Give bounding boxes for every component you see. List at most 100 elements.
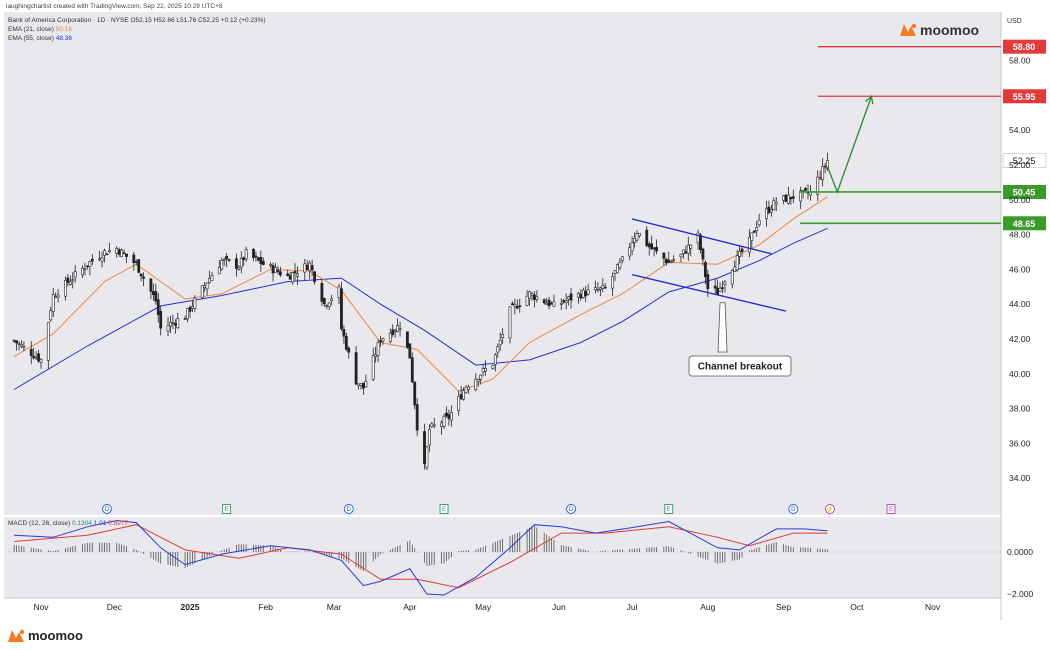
candle <box>37 349 40 364</box>
earnings-marker[interactable]: E <box>222 504 232 514</box>
candle-body <box>596 289 600 291</box>
candle <box>327 302 331 311</box>
candle-body <box>81 267 84 276</box>
candle-body <box>445 412 448 417</box>
marker-letter: D <box>347 507 352 513</box>
candle <box>225 252 229 268</box>
moomoo-watermark: moomoo <box>900 22 979 38</box>
candle <box>569 288 573 309</box>
candle-body <box>98 258 102 261</box>
candle <box>313 270 316 285</box>
candle <box>376 339 380 363</box>
candle-body <box>388 332 392 342</box>
candle <box>217 260 221 275</box>
candle-body <box>525 295 529 306</box>
marker-letter: E <box>442 507 446 513</box>
channel-upper-line <box>631 218 772 255</box>
candle <box>552 294 556 307</box>
price-tick-label: 44.00 <box>1009 299 1031 309</box>
ema21-legend-label: EMA (21, close) <box>8 26 54 33</box>
candle <box>88 260 92 276</box>
candle <box>493 353 497 372</box>
candle-body <box>32 355 36 359</box>
candle-body <box>73 271 77 278</box>
candle-body <box>576 293 580 298</box>
candle <box>611 272 614 297</box>
candle-body <box>100 257 104 262</box>
candle <box>542 298 546 305</box>
dividend-marker[interactable]: D <box>788 504 799 514</box>
candle <box>701 247 705 266</box>
candle-body <box>117 249 121 255</box>
candle-body <box>594 287 597 291</box>
dividend-icon <box>566 504 576 514</box>
candle <box>51 288 55 318</box>
channel-lines <box>631 218 787 312</box>
candle <box>740 246 744 257</box>
split-marker[interactable]: ⚡ <box>825 504 835 514</box>
earnings-marker[interactable]: E <box>439 504 449 514</box>
candle-body <box>765 208 768 219</box>
macd-line <box>14 519 828 596</box>
dividend-marker[interactable]: D <box>343 504 354 514</box>
candle-body <box>227 259 231 261</box>
candle-body <box>347 347 351 353</box>
candle <box>787 186 790 205</box>
channel-breakout-callout: Channel breakout <box>688 302 792 377</box>
candle-body <box>530 293 534 296</box>
candle <box>83 262 87 276</box>
candle <box>408 343 412 359</box>
candle <box>156 292 160 323</box>
candle-body <box>518 305 522 308</box>
candle-body <box>327 302 331 308</box>
dividend-icon <box>102 504 112 514</box>
time-tick-label: Nov <box>925 602 941 612</box>
candle-body <box>699 234 702 251</box>
candle <box>774 197 778 212</box>
candle-body <box>86 265 89 268</box>
candle <box>457 390 461 416</box>
candle-body <box>535 296 539 300</box>
candle-body <box>305 264 309 271</box>
time-tick-label: Aug <box>700 602 715 612</box>
candle <box>20 340 23 349</box>
candle-body <box>752 230 756 233</box>
candle <box>142 272 145 287</box>
candle-body <box>515 306 519 309</box>
candle-body <box>476 379 480 382</box>
moomoo-footer-logo-icon <box>8 629 25 642</box>
candle-body <box>278 271 282 276</box>
candle-body <box>498 340 502 346</box>
time-tick-label: 2025 <box>181 602 200 612</box>
candle <box>474 373 478 392</box>
candle <box>269 262 273 268</box>
dividend-marker[interactable]: D <box>102 504 112 514</box>
earnings-marker[interactable]: E <box>886 504 896 514</box>
candle <box>286 269 290 277</box>
arrow-head-icon <box>865 94 874 105</box>
candle <box>222 257 226 266</box>
candle <box>735 249 739 272</box>
macd-signal-value: 0.8977 <box>108 520 128 527</box>
candle-body <box>20 344 23 347</box>
callout-text: Channel breakout <box>698 362 783 373</box>
earnings-marker[interactable]: E <box>664 504 674 514</box>
candle <box>464 385 468 394</box>
candle-body <box>54 296 58 298</box>
candle-body <box>203 285 207 288</box>
price-tag-label: 55.95 <box>1013 92 1036 102</box>
candle-body <box>662 252 666 259</box>
candle-body <box>427 429 431 446</box>
candle-body <box>457 396 461 411</box>
price-tag-label: 58.80 <box>1013 42 1036 52</box>
dividend-marker[interactable]: D <box>566 504 576 514</box>
candle-body <box>679 253 683 258</box>
candle-body <box>125 253 128 257</box>
candle-body <box>755 227 759 231</box>
macd-tick-label: 0.0000 <box>1007 547 1033 557</box>
candle <box>46 321 50 369</box>
candle-body <box>237 267 241 270</box>
candle <box>513 298 517 315</box>
candle <box>405 331 409 349</box>
candle-body <box>205 282 209 290</box>
